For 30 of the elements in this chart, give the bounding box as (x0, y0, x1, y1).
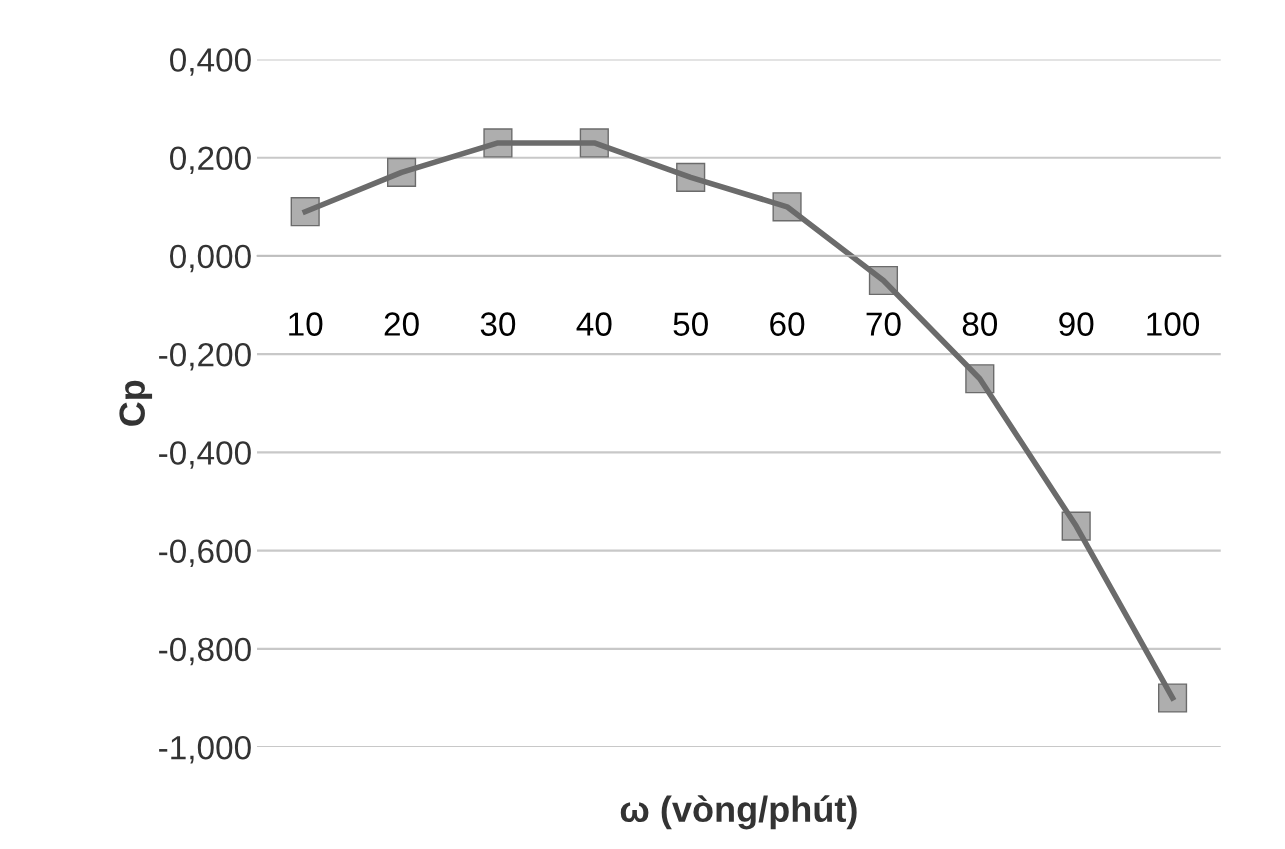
y-tick-label: 0,200 (170, 146, 251, 175)
y-tick-label: -0,600 (159, 539, 251, 567)
x-tick-label: 70 (866, 312, 901, 336)
x-tick-label: 30 (480, 312, 516, 336)
point (1157, 683, 1188, 713)
point (579, 128, 609, 158)
y-tick-label: -0,200 (159, 342, 251, 371)
y-tick-label: -0,400 (159, 441, 251, 469)
x-axis-title: ω (vòng/phút) (620, 795, 857, 830)
y-tick-label: -0,800 (159, 637, 251, 666)
point (868, 265, 899, 296)
y-tick-label: 0,000 (170, 244, 251, 273)
point (965, 364, 995, 394)
x-tick-label: 50 (673, 312, 708, 336)
point (483, 128, 513, 158)
point (676, 162, 706, 192)
x-tick-label: 20 (384, 312, 419, 336)
point (772, 192, 802, 222)
x-tick-label: 80 (962, 312, 998, 336)
x-tick-label: 60 (770, 312, 805, 336)
x-tick-label: 100 (1147, 312, 1200, 336)
y-tick-label: 0,400 (170, 48, 251, 76)
x-tick-label: 10 (289, 312, 323, 336)
y-axis-title: Cp (119, 380, 153, 426)
point (290, 197, 320, 227)
x-tick-label: 40 (576, 312, 612, 336)
point (386, 157, 417, 187)
point (1061, 511, 1091, 541)
x-tick-label: 90 (1059, 312, 1094, 336)
y-tick-label: -1,000 (159, 735, 251, 764)
